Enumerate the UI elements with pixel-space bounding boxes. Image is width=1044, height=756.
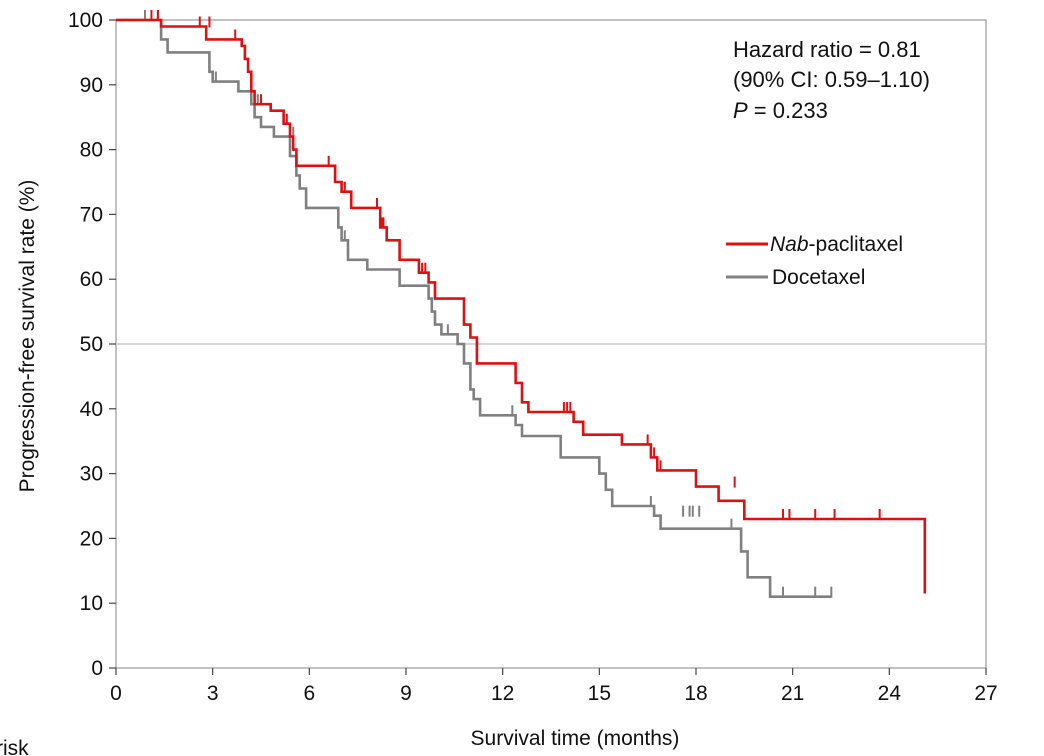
x-tick-label: 18 [684, 682, 707, 705]
p-value-rest: = 0.233 [748, 98, 828, 123]
x-tick-label: 27 [974, 682, 997, 705]
x-tick-label: 3 [207, 682, 219, 705]
x-tick-label: 6 [303, 682, 315, 705]
number-at-risk-fragment: risk [0, 737, 29, 756]
legend-label-nab-paclitaxel: Nab-paclitaxel [770, 233, 903, 256]
legend-rest-part: -paclitaxel [809, 233, 904, 256]
x-axis-ticks: 0 3 6 9 12 15 18 21 24 27 [110, 668, 998, 705]
y-tick-label: 10 [80, 592, 103, 615]
y-tick-label: 30 [80, 463, 103, 486]
y-tick-label: 90 [80, 74, 103, 97]
p-value-text: P = 0.233 [733, 98, 828, 123]
legend-rest-part-docetaxel: Docetaxel [772, 266, 865, 289]
y-tick-label: 70 [80, 203, 103, 226]
y-tick-label: 80 [80, 139, 103, 162]
survival-curves [116, 10, 927, 598]
curve-docetaxel [116, 18, 832, 598]
x-tick-label: 15 [588, 682, 611, 705]
y-axis-ticks: 0 10 20 30 40 50 60 70 80 90 100 [68, 9, 116, 680]
y-axis-title: Progression-free survival rate (%) [16, 180, 39, 493]
legend-italic-part: Nab [770, 233, 809, 256]
y-tick-label: 100 [68, 9, 103, 32]
x-tick-label: 9 [400, 682, 412, 705]
p-value-symbol: P [733, 98, 748, 123]
x-tick-label: 24 [878, 682, 902, 705]
legend-label-docetaxel: Docetaxel [772, 266, 865, 289]
y-tick-label: 20 [80, 527, 103, 550]
confidence-interval-text: (90% CI: 0.59–1.10) [733, 67, 930, 92]
x-tick-label: 12 [491, 682, 514, 705]
curve-nab-paclitaxel [116, 18, 927, 594]
x-axis-title: Survival time (months) [471, 727, 680, 750]
x-tick-label: 0 [110, 682, 122, 705]
y-tick-label: 40 [80, 398, 103, 421]
x-tick-label: 21 [781, 682, 804, 705]
hazard-ratio-text: Hazard ratio = 0.81 [733, 37, 921, 62]
y-tick-label: 50 [80, 333, 103, 356]
y-tick-label: 60 [80, 268, 103, 291]
annotation-box: Hazard ratio = 0.81 (90% CI: 0.59–1.10) … [733, 37, 930, 123]
y-tick-label: 0 [91, 657, 103, 680]
legend: Nab-paclitaxel Docetaxel [726, 233, 903, 289]
